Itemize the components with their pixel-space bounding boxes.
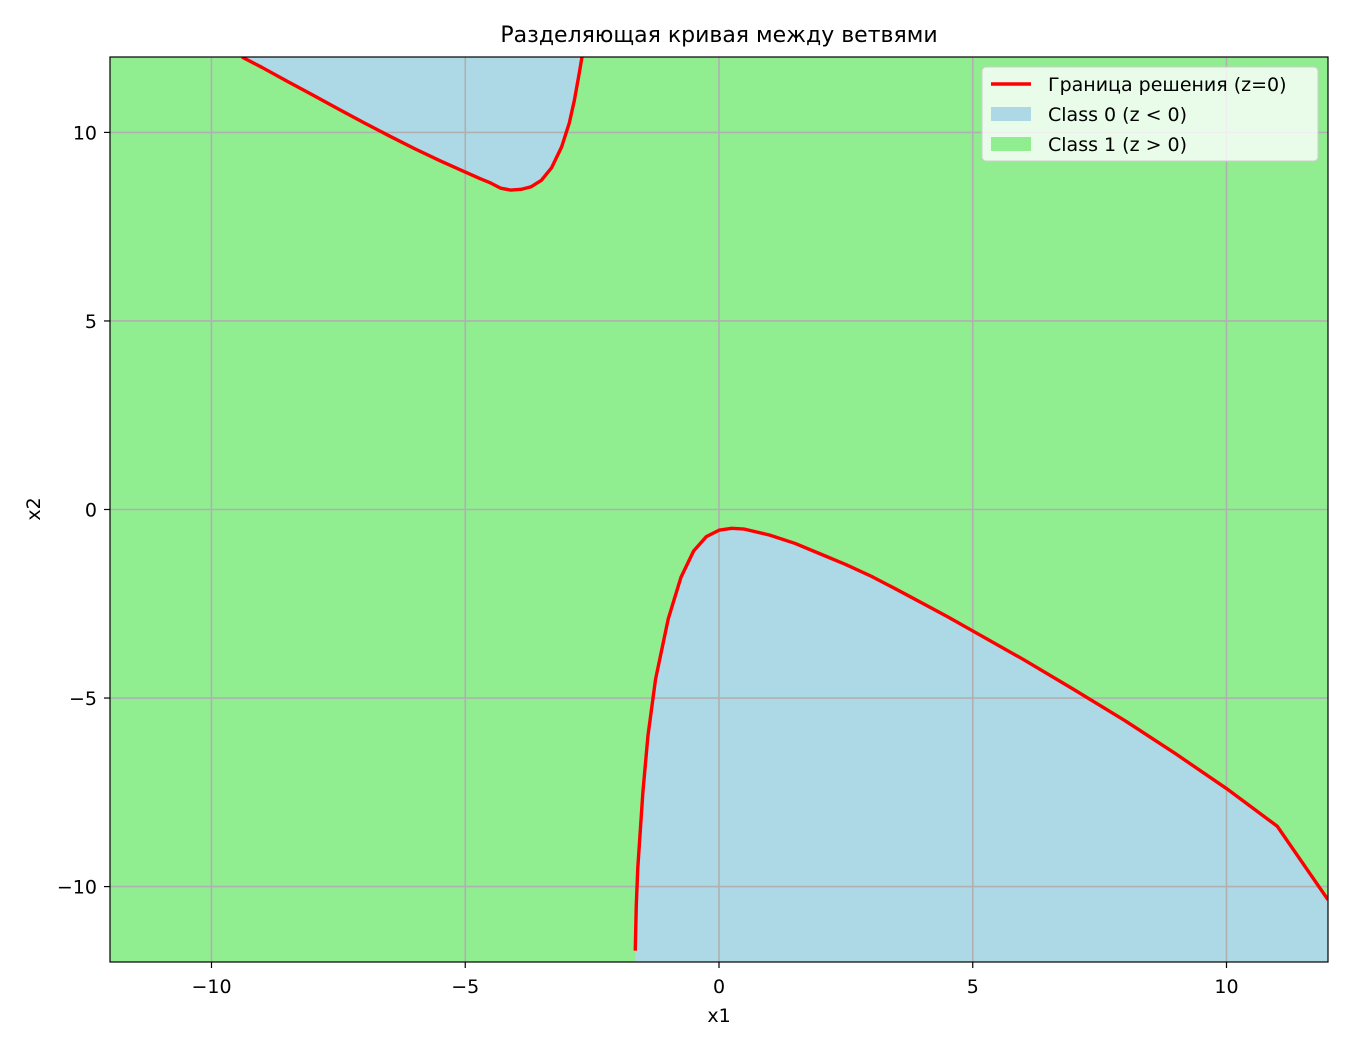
y-tick-label: 5 bbox=[85, 311, 97, 333]
legend: Граница решения (z=0) Class 0 (z < 0) Clas… bbox=[981, 66, 1319, 162]
legend-box bbox=[981, 66, 1319, 162]
x-tick-label: −10 bbox=[191, 976, 231, 998]
grid-lines bbox=[110, 57, 1328, 962]
x-tick-label: 5 bbox=[967, 976, 979, 998]
chart-title: Разделяющая кривая между ветвями bbox=[500, 23, 937, 48]
class0-region-lower bbox=[635, 528, 1328, 962]
x-tick-label: −5 bbox=[451, 976, 479, 998]
class-regions bbox=[241, 57, 1328, 962]
y-axis-label: x2 bbox=[23, 497, 45, 520]
legend-label: Граница решения (z=0) bbox=[1048, 74, 1287, 96]
class0-region-upper bbox=[241, 57, 582, 191]
legend-label: Class 1 (z > 0) bbox=[1048, 134, 1187, 156]
boundary-lines bbox=[241, 57, 1328, 951]
y-tick-label: 10 bbox=[73, 122, 97, 144]
x-axis-ticks: −10 −5 0 5 10 bbox=[191, 962, 1239, 998]
legend-swatch-patch bbox=[991, 107, 1031, 121]
y-tick-label: 0 bbox=[85, 500, 97, 522]
boundary-line-upper bbox=[241, 57, 584, 192]
y-axis-ticks: −10 −5 0 5 10 bbox=[57, 122, 110, 899]
x-tick-label: 0 bbox=[713, 976, 725, 998]
x-tick-label: 10 bbox=[1214, 976, 1238, 998]
legend-label: Class 0 (z < 0) bbox=[1048, 104, 1187, 126]
boundary-line-lower bbox=[633, 526, 1328, 951]
legend-swatch-patch bbox=[991, 137, 1031, 151]
y-tick-label: −5 bbox=[69, 688, 97, 710]
y-tick-label: −10 bbox=[57, 877, 97, 899]
x-axis-label: x1 bbox=[707, 1005, 730, 1027]
